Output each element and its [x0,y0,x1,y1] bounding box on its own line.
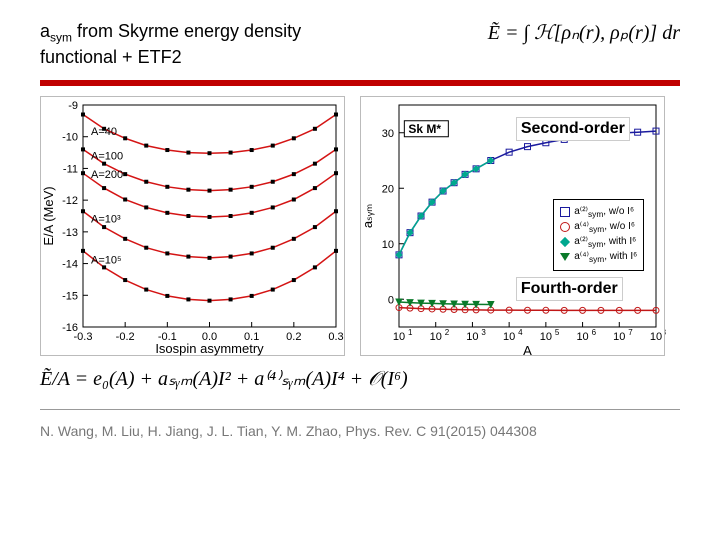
svg-text:A: A [523,343,532,357]
svg-text:2: 2 [445,328,450,337]
legend-item: a⁽²⁾sym, with I⁶ [560,236,637,249]
legend-item: a⁽⁴⁾sym, w/o I⁶ [560,221,637,234]
svg-text:10: 10 [393,331,405,343]
svg-text:0: 0 [388,294,394,306]
svg-text:10: 10 [650,331,662,343]
title-line2: functional + ETF2 [40,47,182,67]
svg-text:aₛᵧₘ: aₛᵧₘ [361,203,375,227]
title-line1: asym from Skyrme energy density [40,21,301,41]
svg-text:10: 10 [382,238,394,250]
divider-bar [40,80,680,86]
svg-text:10: 10 [466,331,478,343]
svg-text:A=200: A=200 [91,169,123,181]
svg-text:10: 10 [430,331,442,343]
svg-text:-13: -13 [62,226,78,238]
svg-text:3: 3 [481,328,486,337]
equation-bottom: Ẽ/A = e₀(A) + aₛᵧₘ(A)I² + a⁽⁴⁾ₛᵧₘ(A)I⁴ +… [0,356,720,401]
svg-text:-0.2: -0.2 [116,331,135,343]
svg-text:10: 10 [613,331,625,343]
svg-text:Isospin asymmetry: Isospin asymmetry [155,341,264,356]
fourth-order-label: Fourth-order [516,277,623,301]
svg-text:A=40: A=40 [91,126,117,138]
svg-text:-10: -10 [62,131,78,143]
svg-text:A=10³: A=10³ [91,213,121,225]
legend-right: a⁽²⁾sym, w/o I⁶ a⁽⁴⁾sym, w/o I⁶ a⁽²⁾sym, w… [553,199,644,271]
svg-text:Sk M*: Sk M* [408,121,441,135]
svg-text:0.3: 0.3 [328,331,343,343]
svg-text:20: 20 [382,183,394,195]
svg-text:10: 10 [503,331,515,343]
svg-text:-11: -11 [63,163,78,175]
svg-text:E/A (MeV): E/A (MeV) [41,186,56,245]
divider-thin [40,409,680,410]
svg-text:-9: -9 [68,100,78,112]
svg-text:10: 10 [540,331,552,343]
legend-item: a⁽⁴⁾sym, with I⁶ [560,251,637,264]
second-order-label: Second-order [516,117,630,141]
chart-left-svg: -0.3-0.2-0.10.00.10.20.3-16-15-14-13-12-… [41,97,346,357]
svg-text:A=100: A=100 [91,150,123,162]
svg-text:4: 4 [518,328,523,337]
svg-text:7: 7 [628,328,633,337]
svg-text:-15: -15 [62,290,78,302]
chart-right: 1011021031041051061071080102030Sk M*Aaₛᵧ… [360,96,665,356]
svg-text:-16: -16 [62,322,78,334]
svg-text:5: 5 [555,328,560,337]
svg-text:-14: -14 [62,258,78,270]
svg-text:0.2: 0.2 [286,331,301,343]
equation-top: Ẽ = ∫ ℋ[ρₙ(r), ρₚ(r)] dr [488,20,680,45]
svg-text:-12: -12 [62,195,78,207]
svg-text:6: 6 [592,328,597,337]
legend-item: a⁽²⁾sym, w/o I⁶ [560,206,637,219]
chart-left: -0.3-0.2-0.10.00.10.20.3-16-15-14-13-12-… [40,96,345,356]
citation: N. Wang, M. Liu, H. Jiang, J. L. Tian, Y… [0,418,720,444]
svg-text:30: 30 [382,127,394,139]
svg-text:A=10⁵: A=10⁵ [91,254,122,266]
svg-text:1: 1 [408,328,413,337]
svg-text:10: 10 [576,331,588,343]
svg-text:8: 8 [665,328,666,337]
slide-title: asym from Skyrme energy density function… [40,20,301,70]
